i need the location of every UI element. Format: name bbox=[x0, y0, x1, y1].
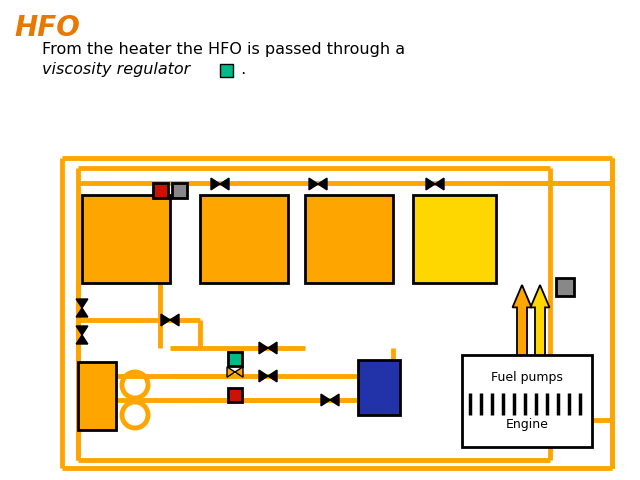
Bar bbox=[413, 195, 496, 283]
Polygon shape bbox=[426, 178, 444, 190]
Polygon shape bbox=[259, 342, 277, 354]
Bar bbox=[82, 195, 170, 283]
Polygon shape bbox=[211, 178, 229, 190]
Polygon shape bbox=[227, 367, 243, 377]
Polygon shape bbox=[321, 394, 339, 406]
Text: .: . bbox=[236, 62, 246, 77]
FancyArrow shape bbox=[513, 285, 531, 355]
Polygon shape bbox=[259, 370, 277, 382]
Polygon shape bbox=[76, 326, 88, 344]
Text: Engine: Engine bbox=[506, 418, 548, 431]
Text: HFO: HFO bbox=[14, 14, 80, 42]
Bar bbox=[228, 388, 242, 402]
Bar bbox=[200, 195, 288, 283]
Bar bbox=[556, 278, 574, 296]
Polygon shape bbox=[76, 299, 88, 317]
FancyArrow shape bbox=[531, 285, 550, 355]
Bar bbox=[305, 195, 393, 283]
Bar bbox=[462, 355, 592, 447]
Bar bbox=[220, 64, 233, 77]
Text: Fuel pumps: Fuel pumps bbox=[491, 371, 563, 384]
Bar bbox=[153, 183, 168, 198]
Text: viscosity regulator: viscosity regulator bbox=[42, 62, 200, 77]
Polygon shape bbox=[309, 178, 327, 190]
Text: From the heater the HFO is passed through a: From the heater the HFO is passed throug… bbox=[42, 42, 405, 57]
Bar bbox=[358, 360, 400, 415]
Polygon shape bbox=[161, 314, 179, 326]
Bar bbox=[78, 362, 116, 430]
Bar bbox=[172, 183, 187, 198]
Bar bbox=[228, 352, 242, 366]
